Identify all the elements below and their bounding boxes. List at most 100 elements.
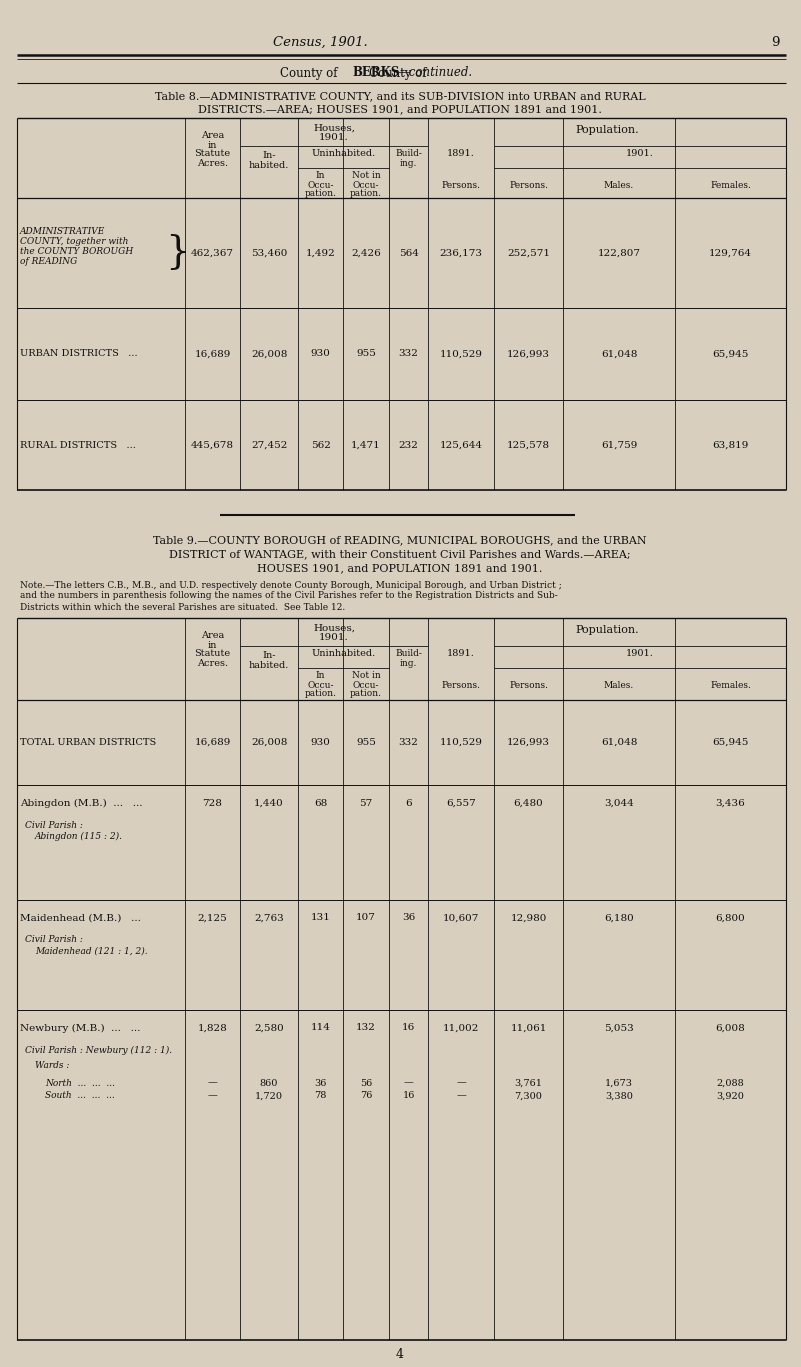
Text: 61,048: 61,048 bbox=[601, 738, 637, 746]
Text: —: — bbox=[456, 1079, 466, 1088]
Text: ing.: ing. bbox=[400, 659, 417, 668]
Text: Wards :: Wards : bbox=[35, 1062, 70, 1070]
Text: 1901.: 1901. bbox=[626, 149, 654, 159]
Text: 1901.: 1901. bbox=[626, 649, 654, 659]
Text: 125,644: 125,644 bbox=[440, 440, 482, 450]
Text: 36: 36 bbox=[402, 913, 415, 923]
Text: South  ...  ...  ...: South ... ... ... bbox=[45, 1091, 115, 1100]
Text: 5,053: 5,053 bbox=[604, 1024, 634, 1032]
Text: 65,945: 65,945 bbox=[712, 738, 749, 746]
Text: 6,800: 6,800 bbox=[715, 913, 746, 923]
Text: 562: 562 bbox=[311, 440, 331, 450]
Text: 16: 16 bbox=[402, 1091, 415, 1100]
Text: TOTAL URBAN DISTRICTS: TOTAL URBAN DISTRICTS bbox=[20, 738, 156, 746]
Text: 107: 107 bbox=[356, 913, 376, 923]
Text: Occu-: Occu- bbox=[308, 180, 334, 190]
Text: 252,571: 252,571 bbox=[507, 249, 550, 257]
Text: 11,061: 11,061 bbox=[510, 1024, 547, 1032]
Text: Persons.: Persons. bbox=[509, 182, 548, 190]
Text: Population.: Population. bbox=[575, 625, 639, 636]
Text: County of: County of bbox=[369, 67, 431, 79]
Text: County of: County of bbox=[280, 67, 341, 79]
Text: 26,008: 26,008 bbox=[251, 350, 288, 358]
Text: Statute: Statute bbox=[195, 149, 231, 159]
Text: 114: 114 bbox=[311, 1024, 331, 1032]
Text: Population.: Population. bbox=[575, 124, 639, 135]
Text: —: — bbox=[207, 1079, 217, 1088]
Text: Acres.: Acres. bbox=[197, 659, 228, 667]
Text: 12,980: 12,980 bbox=[510, 913, 547, 923]
Text: 6,480: 6,480 bbox=[513, 798, 543, 808]
Text: 3,044: 3,044 bbox=[604, 798, 634, 808]
Text: 126,993: 126,993 bbox=[507, 738, 550, 746]
Text: 65,945: 65,945 bbox=[712, 350, 749, 358]
Text: Abingdon (M.B.)  ...   ...: Abingdon (M.B.) ... ... bbox=[20, 798, 143, 808]
Text: 1,492: 1,492 bbox=[306, 249, 336, 257]
Text: 3,761: 3,761 bbox=[514, 1079, 542, 1088]
Text: Build-: Build- bbox=[395, 649, 422, 659]
Text: 1891.: 1891. bbox=[447, 149, 475, 159]
Text: Census, 1901.: Census, 1901. bbox=[272, 36, 368, 48]
Text: 564: 564 bbox=[399, 249, 418, 257]
Text: pation.: pation. bbox=[350, 689, 382, 699]
Text: of READING: of READING bbox=[20, 257, 78, 267]
Text: 955: 955 bbox=[356, 738, 376, 746]
Text: Area: Area bbox=[201, 632, 224, 641]
Text: 2,125: 2,125 bbox=[198, 913, 227, 923]
Text: Civil Parish : Newbury (112 : 1).: Civil Parish : Newbury (112 : 1). bbox=[25, 1046, 172, 1054]
Text: In: In bbox=[316, 671, 325, 681]
Text: Statute: Statute bbox=[195, 649, 231, 659]
Text: DISTRICTS.—AREA; HOUSES 1901, and POPULATION 1891 and 1901.: DISTRICTS.—AREA; HOUSES 1901, and POPULA… bbox=[198, 104, 602, 113]
Text: —continued.: —continued. bbox=[398, 67, 473, 79]
Text: Males.: Males. bbox=[604, 182, 634, 190]
Text: Females.: Females. bbox=[710, 682, 751, 690]
Text: 56: 56 bbox=[360, 1079, 372, 1088]
Text: Area: Area bbox=[201, 131, 224, 141]
Text: Acres.: Acres. bbox=[197, 159, 228, 168]
Text: 78: 78 bbox=[314, 1091, 327, 1100]
Text: 2,580: 2,580 bbox=[254, 1024, 284, 1032]
Text: 16,689: 16,689 bbox=[195, 738, 231, 746]
Text: Districts within which the several Parishes are situated.  See Table 12.: Districts within which the several Paris… bbox=[20, 603, 345, 611]
Text: Note.—The letters C.B., M.B., and U.D. respectively denote County Borough, Munic: Note.—The letters C.B., M.B., and U.D. r… bbox=[20, 581, 562, 589]
Text: 6: 6 bbox=[405, 798, 412, 808]
Text: Civil Parish :: Civil Parish : bbox=[25, 935, 83, 945]
Text: 7,300: 7,300 bbox=[514, 1091, 542, 1100]
Text: and the numbers in parenthesis following the names of the Civil Parishes refer t: and the numbers in parenthesis following… bbox=[20, 592, 557, 600]
Text: 110,529: 110,529 bbox=[440, 350, 482, 358]
Text: ing.: ing. bbox=[400, 160, 417, 168]
Text: Uninhabited.: Uninhabited. bbox=[312, 149, 376, 159]
Text: 16,689: 16,689 bbox=[195, 350, 231, 358]
Text: 860: 860 bbox=[260, 1079, 278, 1088]
Text: 3,920: 3,920 bbox=[717, 1091, 744, 1100]
Text: 16: 16 bbox=[402, 1024, 415, 1032]
Text: Occu-: Occu- bbox=[352, 681, 379, 689]
Text: Occu-: Occu- bbox=[308, 681, 334, 689]
Text: 236,173: 236,173 bbox=[440, 249, 482, 257]
Text: 68: 68 bbox=[314, 798, 327, 808]
Text: 9: 9 bbox=[771, 36, 779, 48]
Text: 61,048: 61,048 bbox=[601, 350, 637, 358]
Text: ADMINISTRATIVE: ADMINISTRATIVE bbox=[20, 227, 106, 236]
Text: 6,557: 6,557 bbox=[446, 798, 476, 808]
Text: Maidenhead (M.B.)   ...: Maidenhead (M.B.) ... bbox=[20, 913, 141, 923]
Text: 1901.: 1901. bbox=[319, 134, 349, 142]
Text: 1901.: 1901. bbox=[319, 633, 349, 642]
Text: In-: In- bbox=[262, 152, 276, 160]
Text: Persons.: Persons. bbox=[509, 682, 548, 690]
Text: 462,367: 462,367 bbox=[191, 249, 234, 257]
Text: 110,529: 110,529 bbox=[440, 738, 482, 746]
Text: URBAN DISTRICTS   ...: URBAN DISTRICTS ... bbox=[20, 350, 138, 358]
Text: 26,008: 26,008 bbox=[251, 738, 288, 746]
Text: —: — bbox=[207, 1091, 217, 1100]
Text: 332: 332 bbox=[399, 738, 418, 746]
Text: —: — bbox=[404, 1079, 413, 1088]
Text: 125,578: 125,578 bbox=[507, 440, 550, 450]
Text: in: in bbox=[207, 141, 217, 149]
Text: 61,759: 61,759 bbox=[601, 440, 637, 450]
Text: Persons.: Persons. bbox=[441, 182, 481, 190]
Text: Abingdon (115 : 2).: Abingdon (115 : 2). bbox=[35, 831, 123, 841]
Text: 3,380: 3,380 bbox=[605, 1091, 633, 1100]
Text: in: in bbox=[207, 641, 217, 649]
Text: 63,819: 63,819 bbox=[712, 440, 749, 450]
